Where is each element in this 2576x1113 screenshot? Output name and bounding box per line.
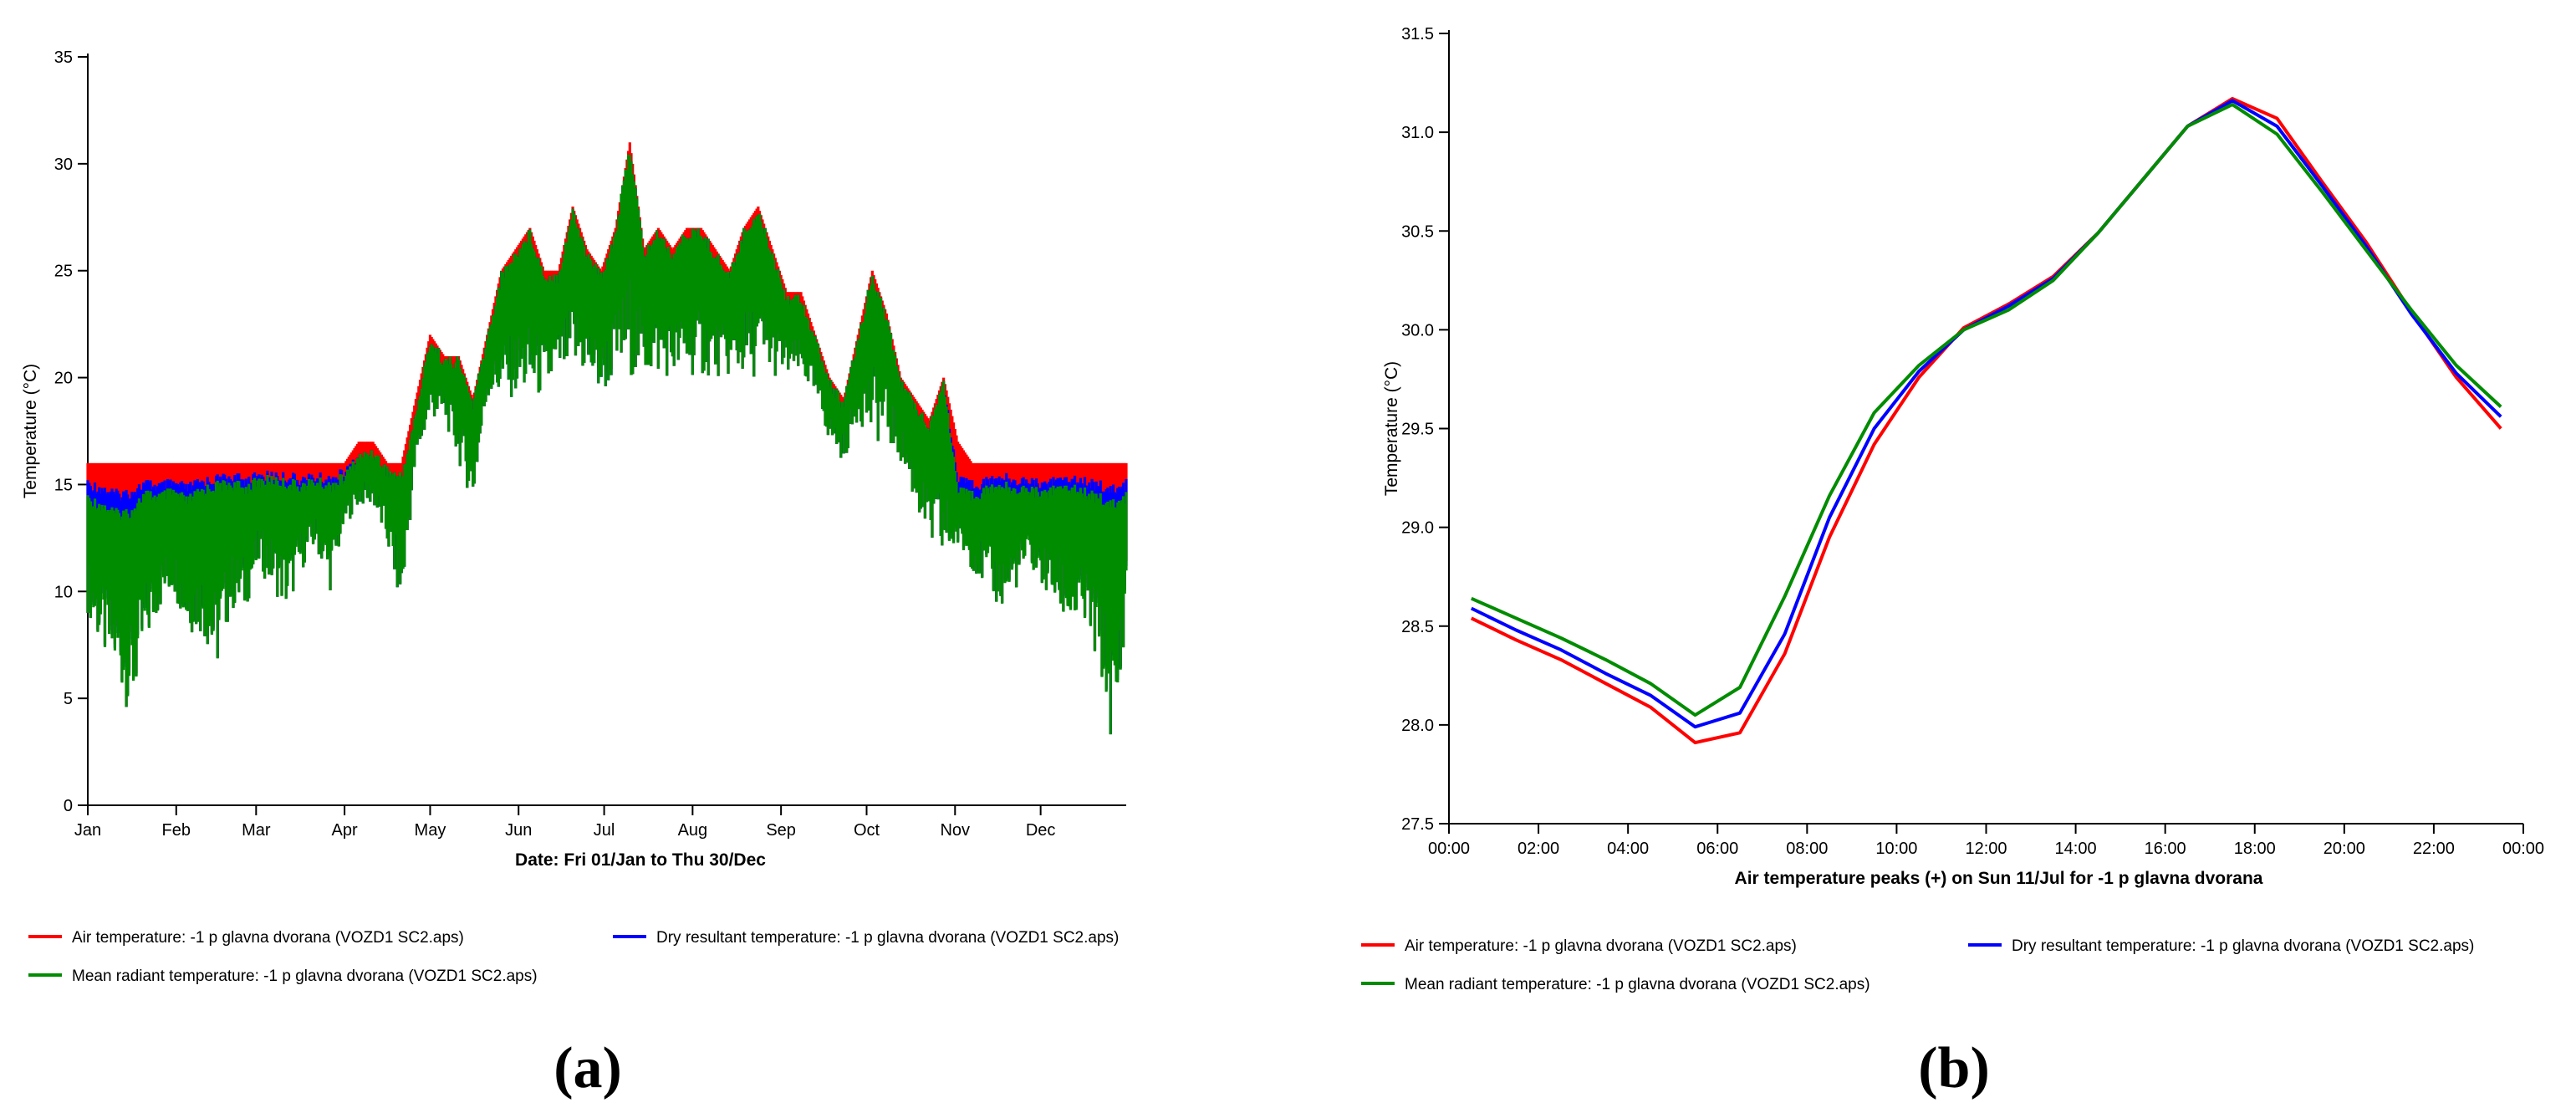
- y-tick-label: 5: [64, 690, 73, 708]
- y-tick-label: 0: [64, 797, 73, 815]
- legend-label-radiant: Mean radiant temperature: -1 p glavna dv…: [72, 967, 538, 985]
- series-dry: [86, 154, 1128, 735]
- y-axis-label: Temperature (°C): [1382, 361, 1401, 496]
- x-tick-label: Aug: [678, 821, 708, 840]
- series-radiant: [86, 154, 1128, 735]
- x-tick-label: 20:00: [2324, 840, 2365, 858]
- x-tick-label: Jul: [594, 821, 615, 840]
- legend-label-air: Air temperature: -1 p glavna dvorana (VO…: [1405, 937, 1797, 955]
- x-tick-label: 14:00: [2055, 840, 2097, 858]
- x-tick-label: Nov: [940, 821, 970, 840]
- x-tick-label: Sep: [766, 821, 796, 840]
- x-tick-label: 00:00: [2502, 840, 2544, 858]
- legend-label-air: Air temperature: -1 p glavna dvorana (VO…: [72, 929, 464, 947]
- x-tick-label: May: [415, 821, 446, 840]
- x-tick-label: Feb: [162, 821, 191, 840]
- chart-panel-b: 27.5 28.0 28.5 29.0 29.5 30.0 30.5 31.0 31.5 00:0…: [1361, 25, 2544, 1100]
- y-tick-label: 29.5: [1401, 421, 1434, 439]
- legend-label-dry: Dry resultant temperature: -1 p glavna d…: [656, 929, 1119, 947]
- y-tick-label: 30.5: [1401, 222, 1434, 241]
- x-tick-label: 16:00: [2145, 840, 2186, 858]
- x-tick-label: Mar: [242, 821, 271, 840]
- y-tick-label: 29.0: [1401, 519, 1434, 538]
- y-tick-label: 15: [54, 476, 73, 494]
- x-tick-label: 10:00: [1875, 840, 1917, 858]
- panel-label: (b): [1918, 1036, 1990, 1100]
- y-tick-label: 28.5: [1401, 618, 1434, 636]
- series-line-air: [1470, 97, 2502, 745]
- y-tick-label: 25: [54, 263, 73, 281]
- x-axis-label: Air temperature peaks (+) on Sun 11/Jul …: [1735, 869, 2263, 888]
- x-tick-label: 08:00: [1786, 840, 1828, 858]
- y-tick-label: 20: [54, 370, 73, 388]
- x-tick-label: 02:00: [1518, 840, 1559, 858]
- y-tick-label: 30: [54, 156, 73, 174]
- x-tick-label: Dec: [1026, 821, 1056, 840]
- x-tick-label: Oct: [854, 821, 880, 840]
- legend-label-radiant: Mean radiant temperature: -1 p glavna dv…: [1405, 976, 1870, 993]
- x-tick-label: 06:00: [1696, 840, 1738, 858]
- x-tick-label: 04:00: [1607, 840, 1649, 858]
- legend-label-dry: Dry resultant temperature: -1 p glavna d…: [2012, 937, 2474, 955]
- y-tick-label: 31.0: [1401, 124, 1434, 142]
- x-tick-label: 22:00: [2413, 840, 2455, 858]
- x-tick-label: 18:00: [2234, 840, 2276, 858]
- series-line-dry: [1470, 99, 2502, 729]
- chart-panel-a: 0 5 10 15 20 25 30 35 Jan Feb Mar Apr May Jun Jul Aug Se…: [21, 49, 1128, 1100]
- series-line-radiant: [1470, 103, 2502, 717]
- x-axis-label: Date: Fri 01/Jan to Thu 30/Dec: [515, 850, 766, 870]
- y-tick-label: 10: [54, 583, 73, 601]
- y-tick-label: 31.5: [1401, 25, 1434, 43]
- x-tick-label: Apr: [332, 821, 358, 840]
- y-tick-label: 35: [54, 49, 73, 67]
- series-air: [86, 142, 1128, 734]
- y-axis-label: Temperature (°C): [21, 364, 40, 498]
- panel-label: (a): [553, 1036, 622, 1100]
- x-tick-label: 00:00: [1428, 840, 1470, 858]
- x-tick-label: 12:00: [1965, 840, 2007, 858]
- x-tick-label: Jan: [74, 821, 101, 840]
- y-tick-label: 30.0: [1401, 321, 1434, 340]
- y-tick-label: 28.0: [1401, 717, 1434, 735]
- y-tick-label: 27.5: [1401, 815, 1434, 834]
- x-tick-label: Jun: [505, 821, 532, 840]
